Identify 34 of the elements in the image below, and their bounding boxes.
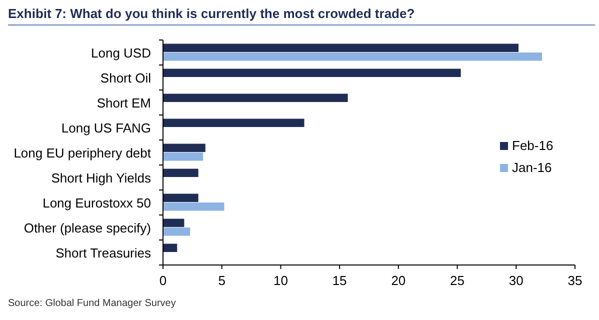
x-tick-label: 15: [332, 273, 347, 288]
x-tick-label: 10: [273, 273, 288, 288]
bar: [163, 152, 204, 161]
x-tick-label: 20: [391, 273, 406, 288]
chart-title: Exhibit 7: What do you think is currently the most crowded trade?: [8, 6, 415, 21]
bar: [163, 68, 461, 77]
y-tick-label: Short Treasuries: [56, 246, 152, 260]
y-tick-label: Short Oil: [100, 70, 152, 86]
bar: [163, 94, 348, 102]
bar: [163, 118, 304, 127]
x-tick-label: 5: [218, 273, 226, 288]
y-tick-label: Long USD: [91, 46, 151, 60]
y-tick-label: Other (please specify): [24, 220, 151, 236]
bar: [163, 244, 178, 252]
bar: [163, 194, 198, 202]
y-tick-label: Short High Yields: [51, 170, 152, 186]
bar: [163, 44, 518, 52]
bar: [163, 218, 184, 227]
x-tick-label: 30: [508, 273, 524, 288]
x-tick-label: 25: [450, 273, 465, 288]
y-tick-label: Short EM: [96, 96, 151, 110]
bar: [163, 144, 206, 152]
legend-label: Feb-16: [512, 138, 554, 153]
x-tick-label: 35: [568, 273, 582, 288]
source-note: Source: Global Fund Manager Survey: [8, 298, 176, 309]
y-tick-label: Long Eurostoxx 50: [42, 196, 151, 210]
bar: [163, 168, 198, 177]
bar: [163, 202, 224, 211]
x-tick-label: 0: [159, 273, 167, 288]
bar: [163, 52, 542, 61]
y-tick-label: Long US FANG: [61, 120, 151, 136]
y-tick-label: Long EU periphery debt: [14, 146, 152, 160]
legend-label: Jan-16: [512, 160, 552, 175]
bar: [163, 228, 190, 236]
